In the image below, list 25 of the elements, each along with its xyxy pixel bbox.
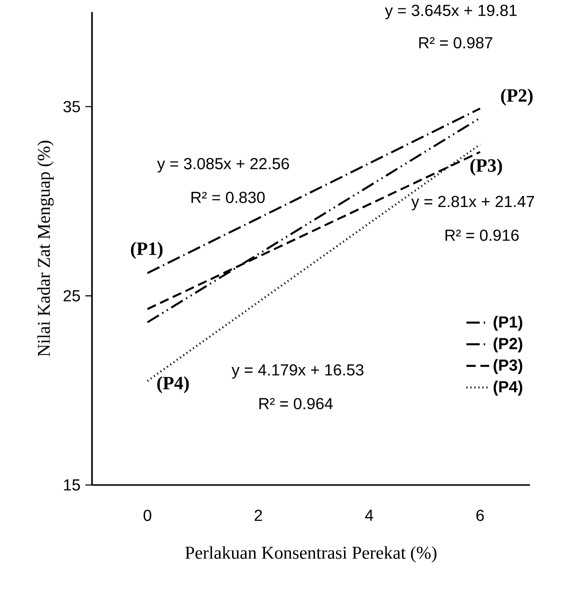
legend-label: (P3) [494,359,522,374]
y-tick-label: 35 [63,100,80,112]
annotation: y = 4.179x + 16.53 [232,364,364,379]
x-tick-label: 0 [144,510,152,522]
annotation: (P4) [157,376,189,394]
annotation: y = 3.645x + 19.81 [384,4,517,20]
legend-label: (P4) [494,380,522,396]
annotation: y = 3.085x + 22.56 [157,158,289,173]
annotation: (P3) [470,158,502,176]
annotation: (P2) [501,88,533,106]
annotation: R² = 0.916 [446,230,519,241]
x-tick-label: 4 [365,510,374,521]
annotation: R² = 0.987 [419,37,492,48]
legend-label: (P1) [494,316,522,331]
y-tick-label: 15 [64,479,80,491]
legend-label: (P2) [494,337,522,352]
x-axis-title: Perlakuan Konsentrasi Perekat (%) [185,546,436,563]
annotation: R² = 0.964 [259,398,333,410]
x-tick-label: 6 [476,510,484,522]
y-tick-label: 25 [64,290,80,302]
x-tick-label: 2 [254,510,262,521]
annotation: R² = 0.830 [192,192,265,204]
annotation: y = 2.81x + 21.47 [411,196,534,210]
annotation: (P1) [130,242,163,259]
y-axis-title: Nilai Kadar Zat Menguap (%) [37,140,54,356]
